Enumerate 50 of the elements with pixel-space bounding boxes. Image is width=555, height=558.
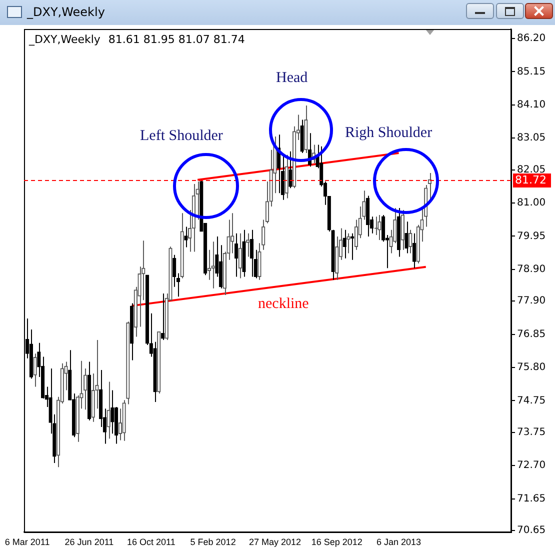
x-tick-label: 6 Jan 2013 — [376, 536, 422, 547]
candlestick — [381, 214, 386, 242]
candlestick — [354, 219, 358, 250]
y-tick-label: 72.70 — [517, 460, 546, 472]
y-tick-label: 75.80 — [517, 362, 546, 374]
y-tick-label: 82.05 — [517, 164, 546, 176]
candlestick — [230, 212, 234, 254]
chart-title: _DXY,Weekly — [28, 32, 101, 46]
annotation: Head — [276, 70, 308, 87]
candlestick — [378, 214, 382, 241]
y-tick-label: 78.90 — [517, 264, 546, 276]
candlestick — [408, 229, 412, 254]
y-tick-label: 71.65 — [517, 493, 546, 504]
x-tick-label: 27 May 2012 — [248, 536, 301, 547]
y-tick-label: 79.95 — [517, 230, 546, 242]
candlestick — [404, 221, 408, 254]
y-tick-label: 77.90 — [517, 296, 546, 307]
y-tick-label: 86.20 — [517, 33, 546, 44]
y-tick-label: 70.65 — [517, 525, 546, 536]
annotation: Left Shoulder — [140, 128, 223, 145]
y-tick-label: 83.05 — [517, 132, 546, 144]
candlestick — [258, 242, 262, 280]
candlestick — [288, 150, 292, 189]
x-tick-label: 26 Jun 2011 — [64, 536, 114, 547]
candlestick — [412, 232, 416, 269]
y-tick-label: 85.15 — [517, 66, 546, 78]
x-tick-label: 5 Feb 2012 — [190, 536, 236, 547]
x-tick-label: 6 Mar 2011 — [4, 536, 50, 547]
ref-line-label: 81.72 — [515, 173, 546, 186]
x-tick-label: 16 Oct 2011 — [126, 536, 176, 547]
annotation: Righ Shoulder — [345, 125, 432, 142]
y-tick-label: 76.85 — [517, 328, 546, 340]
candlestick — [346, 232, 350, 254]
y-tick-label: 74.75 — [517, 395, 546, 406]
candlestick — [110, 390, 114, 434]
chart-subtitle: 81.61 81.95 81.07 81.74 — [108, 32, 245, 46]
candlestick — [238, 232, 242, 279]
y-tick-label: 73.75 — [517, 426, 546, 438]
candlestick — [33, 353, 37, 388]
candlestick — [250, 229, 254, 278]
candlestick — [172, 254, 176, 288]
annotation: neckline — [258, 296, 309, 313]
candlestick — [106, 381, 110, 440]
y-tick-label: 84.10 — [517, 100, 546, 111]
x-tick-label: 16 Sep 2012 — [311, 536, 362, 547]
y-tick-label: 81.00 — [517, 198, 546, 209]
chart-title: _DXY,Weekly — [27, 5, 105, 19]
candlestick — [211, 241, 215, 289]
candlestick — [246, 232, 250, 258]
candlestick — [184, 226, 188, 248]
